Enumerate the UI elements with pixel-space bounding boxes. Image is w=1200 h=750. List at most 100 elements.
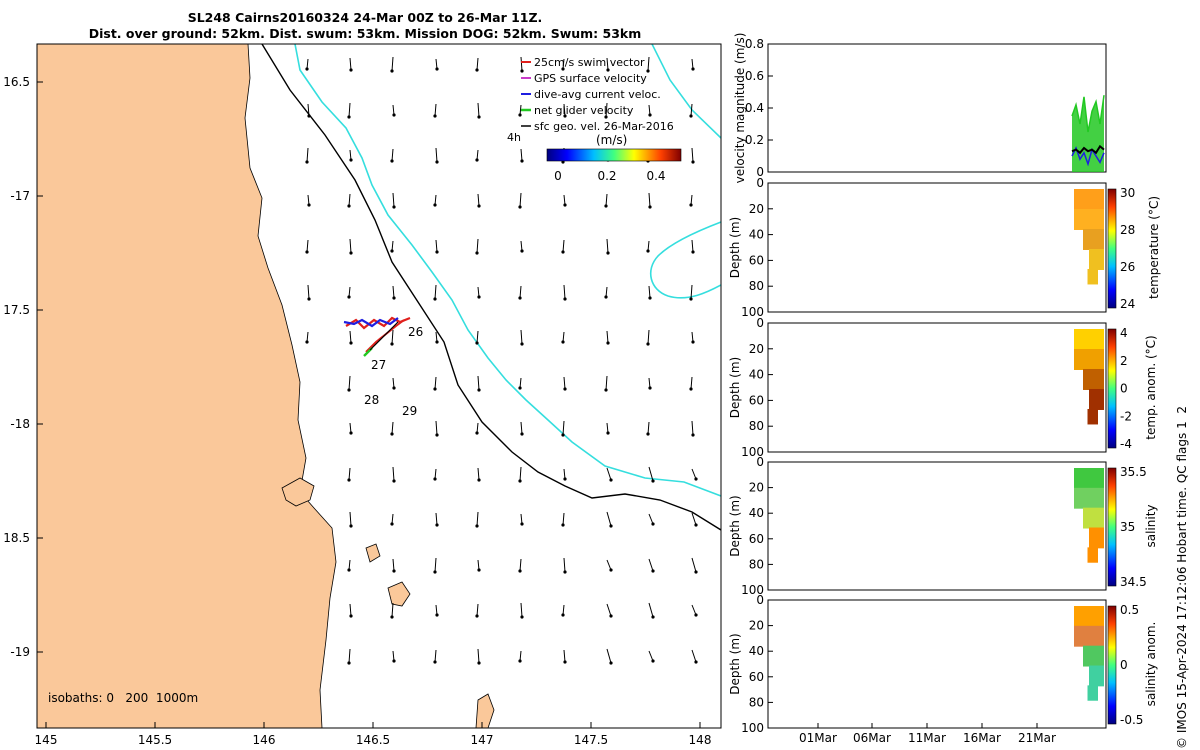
- vector-arrow-head: [390, 249, 394, 253]
- vector-arrow-head: [518, 479, 522, 483]
- vector-arrow-shaft: [349, 511, 352, 527]
- vector-arrow-head: [477, 388, 481, 392]
- vector-arrow-shaft: [606, 648, 612, 664]
- vector-arrow-head: [606, 341, 610, 345]
- vector-arrow-shaft: [434, 194, 437, 206]
- vector-arrow-head: [520, 159, 524, 163]
- vector-arrow-head: [433, 570, 437, 574]
- vector-arrow-shaft: [349, 149, 352, 161]
- colorbar-tick-0: 0: [554, 169, 562, 183]
- profile-cell: [1074, 329, 1104, 350]
- map-y-tick-label: -17: [10, 189, 30, 203]
- vector-arrow-head: [307, 114, 311, 118]
- vector-arrow-shaft: [435, 331, 438, 343]
- vector-arrow-head: [651, 522, 655, 526]
- vector-arrow-shaft: [648, 558, 654, 572]
- map-y-tick-label: -18: [10, 417, 30, 431]
- panel-colorbar-tick: 24: [1120, 297, 1135, 311]
- vector-arrow-head: [349, 524, 353, 528]
- vector-arrow-head: [307, 203, 311, 207]
- panel-colorbar: [1107, 605, 1117, 725]
- vector-arrow-head: [435, 613, 439, 617]
- time-tick-label: 21Mar: [1018, 731, 1056, 745]
- vector-arrow-head: [691, 67, 695, 71]
- profile-cell: [1083, 368, 1104, 390]
- vector-arrow-shaft: [606, 603, 612, 617]
- map-x-tick-label: 145: [35, 733, 58, 747]
- vector-arrow-head: [691, 433, 695, 437]
- profile-cell: [1087, 547, 1098, 563]
- vector-arrow-shaft: [606, 467, 612, 481]
- vector-arrow-head: [694, 660, 698, 664]
- vector-arrow-shaft: [562, 331, 565, 343]
- panel-y-tick-label: 100: [741, 445, 764, 459]
- day-label-29: 29: [402, 404, 417, 418]
- vector-arrow-shaft: [306, 239, 309, 253]
- vector-arrow-head: [518, 113, 522, 117]
- vector-arrow-shaft: [476, 57, 479, 71]
- vector-arrow-shaft: [606, 511, 612, 527]
- panel-colorbar-tick: 28: [1120, 223, 1135, 237]
- vector-arrow-shaft: [519, 377, 522, 389]
- vector-arrow-head: [390, 159, 394, 163]
- vector-arrow-head: [609, 524, 613, 528]
- day-label-27: 27: [371, 358, 386, 372]
- vector-arrow-head: [609, 478, 613, 482]
- panel-y-tick-label: 0: [756, 316, 764, 330]
- vector-arrow-head: [349, 614, 353, 618]
- panel-colorbar-tick: 30: [1120, 186, 1135, 200]
- vector-arrow-head: [390, 432, 394, 436]
- vector-arrow-head: [651, 479, 655, 483]
- map-x-ticks: 145 145.5 146 146.5 147 147.5 148: [35, 722, 711, 747]
- profile-cell: [1074, 189, 1104, 210]
- vector-arrow-shaft: [691, 557, 697, 573]
- vector-arrow-head: [347, 568, 351, 572]
- vector-arrow-head: [561, 523, 565, 527]
- isobaths-note: isobaths: 0 200 1000m: [48, 691, 198, 705]
- vector-arrow-shaft: [391, 602, 394, 618]
- panel-colorbar-tick: 35.5: [1120, 465, 1147, 479]
- map-y-tick-label: 18.5: [3, 531, 30, 545]
- island-south: [475, 693, 495, 728]
- vector-arrow-shaft: [563, 557, 566, 573]
- vector-arrow-shaft: [391, 329, 394, 345]
- vector-arrow-shaft: [605, 102, 608, 118]
- panel-y-tick-label: 0: [756, 176, 764, 190]
- vector-arrow-head: [606, 68, 610, 72]
- vector-arrow-head: [694, 477, 698, 481]
- vector-arrow-shaft: [307, 103, 310, 117]
- vector-arrow-shaft: [519, 466, 522, 482]
- profile-cell: [1089, 665, 1104, 687]
- vector-arrow-shaft: [606, 422, 609, 434]
- vector-arrow-shaft: [562, 420, 565, 436]
- vector-arrow-head: [475, 158, 479, 162]
- panel-y-tick-label: 80: [749, 419, 764, 433]
- panel-ylabel: Depth (m): [728, 495, 742, 556]
- vector-arrow-shaft: [691, 468, 697, 480]
- vector-arrow-head: [689, 203, 693, 207]
- panel-ylabel: Depth (m): [728, 217, 742, 278]
- vector-arrow-head: [435, 433, 439, 437]
- panel-y-tick-label: 100: [741, 721, 764, 735]
- panel-y-tick-label: 80: [749, 279, 764, 293]
- vector-arrow-shaft: [691, 649, 697, 663]
- vector-arrow-shaft: [563, 468, 566, 480]
- vector-arrow-head: [609, 661, 613, 665]
- vector-arrow-head: [694, 570, 698, 574]
- vector-arrow-shaft: [519, 104, 522, 116]
- vector-arrow-head: [347, 388, 351, 392]
- vector-arrow-shaft: [435, 58, 438, 70]
- vector-arrow-shaft: [648, 377, 651, 389]
- vector-arrow-shaft: [476, 330, 479, 344]
- vector-arrow-shaft: [476, 149, 479, 161]
- vector-arrow-shaft: [306, 331, 309, 343]
- vector-arrow-head: [347, 115, 351, 119]
- vector-arrow-shaft: [306, 58, 309, 70]
- vector-arrow-shaft: [691, 239, 694, 253]
- vector-arrow-head: [691, 160, 695, 164]
- vector-arrow-head: [475, 524, 479, 528]
- vector-arrow-shaft: [477, 648, 480, 664]
- vector-arrow-head: [349, 68, 353, 72]
- vector-arrow-shaft: [348, 467, 351, 481]
- vector-arrow-head: [392, 659, 396, 663]
